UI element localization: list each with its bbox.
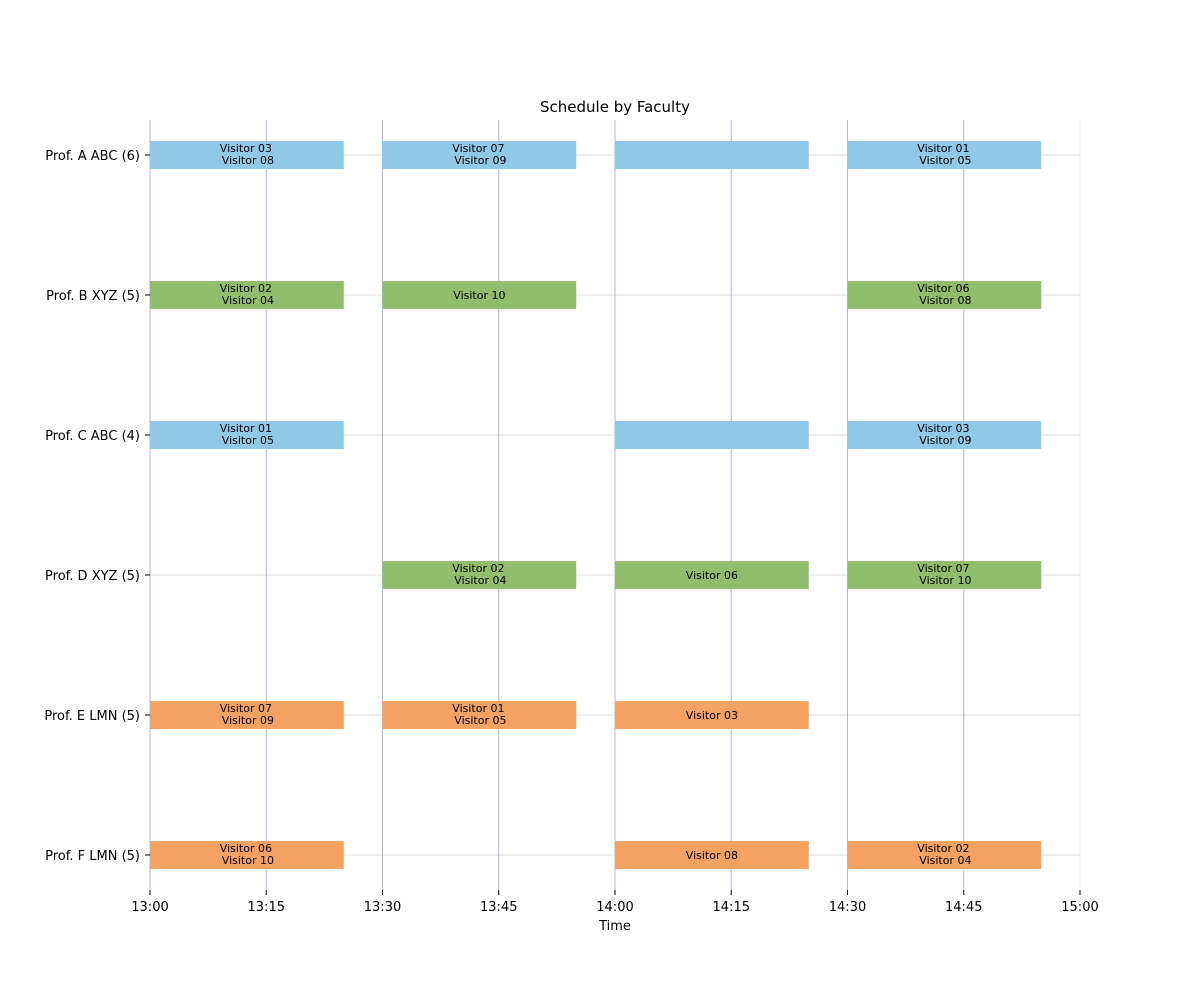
visitor-label: Visitor 01 <box>220 422 272 435</box>
schedule-bar <box>847 281 1042 309</box>
visitor-label: Visitor 06 <box>220 842 272 855</box>
visitor-label: Visitor 07 <box>220 702 272 715</box>
schedule-bar <box>615 841 809 869</box>
faculty-label: Prof. F LMN (5) <box>45 849 140 864</box>
x-tick-label: 13:45 <box>480 900 517 915</box>
faculty-label: Prof. B XYZ (5) <box>46 289 140 304</box>
schedule-bar <box>615 701 809 729</box>
faculty-label: Prof. C ABC (4) <box>45 429 140 444</box>
schedule-bar <box>150 281 344 309</box>
x-axis: 13:00 13:15 13:30 13:45 14:00 14:15 14:30 14:45… <box>131 890 1099 915</box>
visitor-label: Visitor 10 <box>222 854 274 867</box>
visitor-label: Visitor 06 <box>686 569 738 582</box>
visitor-label: Visitor 06 <box>917 282 969 295</box>
visitor-label: Visitor 08 <box>919 294 971 307</box>
schedule-bar <box>382 281 577 309</box>
visitor-label: Visitor 08 <box>222 154 274 167</box>
visitor-label: Visitor 02 <box>917 842 969 855</box>
visitor-label: Visitor 02 <box>452 562 504 575</box>
visitor-label: Visitor 04 <box>222 294 274 307</box>
schedule-bar <box>615 421 809 449</box>
schedule-bar <box>382 561 577 589</box>
x-tick-label: 14:45 <box>945 900 982 915</box>
visitor-label: Visitor 09 <box>454 154 506 167</box>
x-tick-label: 13:00 <box>131 900 168 915</box>
schedule-bar <box>847 421 1042 449</box>
visitor-label: Visitor 04 <box>454 574 506 587</box>
schedule-bar <box>615 141 809 169</box>
visitor-label: Visitor 07 <box>452 142 504 155</box>
visitor-label: Visitor 04 <box>919 854 971 867</box>
faculty-label: Prof. A ABC (6) <box>45 149 140 164</box>
schedule-bar <box>150 141 344 169</box>
schedule-bar <box>847 141 1042 169</box>
faculty-label: Prof. E LMN (5) <box>44 709 140 724</box>
faculty-label: Prof. D XYZ (5) <box>45 569 140 584</box>
x-tick-label: 13:30 <box>364 900 401 915</box>
visitor-label: Visitor 03 <box>686 709 738 722</box>
schedule-bar <box>382 701 577 729</box>
visitor-label: Visitor 09 <box>222 714 274 727</box>
visitor-label: Visitor 10 <box>453 289 505 302</box>
schedule-bar <box>615 561 809 589</box>
visitor-label: Visitor 02 <box>220 282 272 295</box>
visitor-label: Visitor 10 <box>919 574 971 587</box>
y-axis: Prof. A ABC (6) Prof. B XYZ (5) Prof. C AB… <box>44 149 150 864</box>
x-tick-label: 14:30 <box>829 900 866 915</box>
visitor-label: Visitor 01 <box>452 702 504 715</box>
visitor-label: Visitor 07 <box>917 562 969 575</box>
visitor-label: Visitor 01 <box>917 142 969 155</box>
x-tick-label: 15:00 <box>1061 900 1098 915</box>
x-tick-label: 14:00 <box>596 900 633 915</box>
grid <box>149 120 1081 890</box>
schedule-bar <box>150 421 344 449</box>
schedule-bar <box>847 561 1042 589</box>
x-axis-label: Time <box>598 919 631 934</box>
schedule-bar <box>150 841 344 869</box>
visitor-label: Visitor 05 <box>454 714 506 727</box>
visitor-label: Visitor 03 <box>220 142 272 155</box>
visitor-label: Visitor 09 <box>919 434 971 447</box>
schedule-bar <box>382 141 577 169</box>
x-tick-label: 14:15 <box>713 900 750 915</box>
visitor-label: Visitor 05 <box>919 154 971 167</box>
schedule-bar <box>847 841 1042 869</box>
visitor-label: Visitor 03 <box>917 422 969 435</box>
x-tick-label: 13:15 <box>248 900 285 915</box>
schedule-bar <box>150 701 344 729</box>
chart-title: Schedule by Faculty <box>540 98 690 116</box>
visitor-label: Visitor 08 <box>686 849 738 862</box>
visitor-label: Visitor 05 <box>222 434 274 447</box>
